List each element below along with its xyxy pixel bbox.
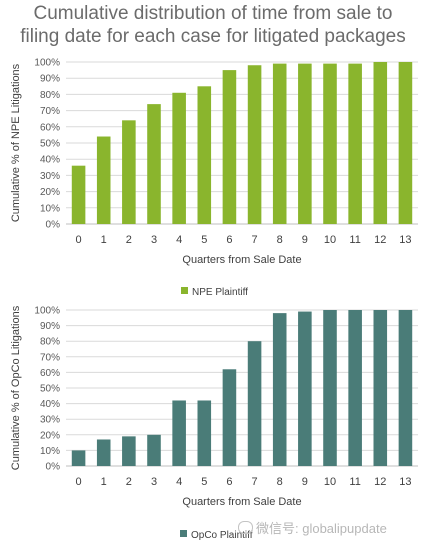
wechat-icon xyxy=(238,521,253,534)
opco-x-tick-label: 5 xyxy=(201,476,207,488)
npe-x-tick-label: 3 xyxy=(151,234,157,246)
opco-bar xyxy=(373,310,388,466)
opco-x-tick-label: 9 xyxy=(302,476,308,488)
npe-y-tick-label: 60% xyxy=(40,122,60,133)
npe-bar xyxy=(172,92,186,224)
npe-x-tick-label: 13 xyxy=(399,234,411,246)
npe-x-tick-label: 7 xyxy=(252,234,258,246)
npe-x-tick-label: 8 xyxy=(277,234,283,246)
opco-legend-swatch xyxy=(180,530,187,537)
opco-x-axis-title: Quarters from Sale Date xyxy=(182,496,301,508)
opco-y-tick-label: 50% xyxy=(40,384,60,395)
npe-bar xyxy=(147,104,161,224)
npe-y-tick-label: 30% xyxy=(40,171,60,182)
opco-y-tick-label: 90% xyxy=(40,321,60,332)
npe-x-tick-label: 5 xyxy=(201,234,207,246)
npe-y-axis-title: Cumulative % of NPE Litigations xyxy=(10,63,22,222)
opco-y-tick-label: 100% xyxy=(34,306,60,317)
watermark-text: 微信号: globalipupdate xyxy=(256,521,387,536)
chart-title-line-2: filing date for each case for litigated … xyxy=(20,26,406,47)
npe-bar xyxy=(197,86,212,224)
opco-y-tick-label: 10% xyxy=(40,446,60,457)
npe-bar xyxy=(348,63,362,225)
npe-bar xyxy=(298,63,312,225)
opco-x-tick-label: 11 xyxy=(349,476,360,488)
npe-y-tick-label: 50% xyxy=(40,139,60,150)
npe-x-axis-title: Quarters from Sale Date xyxy=(182,254,301,266)
npe-y-tick-label: 0% xyxy=(46,220,61,231)
opco-x-tick-label: 10 xyxy=(324,476,336,488)
opco-x-tick-label: 12 xyxy=(374,476,386,488)
opco-bar xyxy=(247,341,262,466)
npe-x-tick-label: 0 xyxy=(76,234,82,246)
npe-x-tick-label: 12 xyxy=(374,234,386,246)
npe-x-tick-label: 9 xyxy=(302,234,308,246)
npe-x-tick-label: 10 xyxy=(324,234,336,246)
npe-y-tick-label: 80% xyxy=(40,90,60,101)
npe-y-tick-label: 10% xyxy=(40,203,60,214)
npe-bar xyxy=(96,136,111,224)
npe-bar xyxy=(373,62,388,224)
opco-x-tick-label: 4 xyxy=(176,476,182,488)
npe-legend-label: NPE Plaintiff xyxy=(192,287,248,298)
opco-y-tick-label: 20% xyxy=(40,430,60,441)
opco-bar xyxy=(172,400,186,466)
opco-bar xyxy=(122,436,136,466)
opco-y-tick-label: 60% xyxy=(40,368,60,379)
npe-x-tick-label: 4 xyxy=(176,234,182,246)
chart-title-line-1: Cumulative distribution of time from sal… xyxy=(33,3,393,24)
opco-x-tick-label: 6 xyxy=(226,476,232,488)
opco-y-tick-label: 70% xyxy=(40,352,60,363)
opco-x-tick-label: 3 xyxy=(151,476,157,488)
npe-x-tick-label: 2 xyxy=(126,234,132,246)
opco-y-tick-label: 30% xyxy=(40,415,60,426)
opco-bar xyxy=(323,310,337,466)
opco-bar xyxy=(197,400,212,466)
chart-title: Cumulative distribution of time from sal… xyxy=(0,2,426,48)
opco-x-tick-label: 2 xyxy=(126,476,132,488)
npe-bar xyxy=(222,70,237,224)
npe-y-tick-label: 100% xyxy=(34,58,60,69)
opco-legend-label: OpCo Plaintiff xyxy=(191,530,253,541)
npe-bar xyxy=(272,63,287,225)
npe-bar xyxy=(247,65,262,225)
watermark: 微信号: globalipupdate xyxy=(238,518,387,537)
npe-y-tick-label: 90% xyxy=(40,74,60,85)
opco-y-tick-label: 0% xyxy=(46,462,61,473)
npe-bar xyxy=(71,165,86,224)
opco-x-tick-label: 8 xyxy=(277,476,283,488)
opco-bar xyxy=(272,313,287,466)
npe-bar xyxy=(323,63,337,225)
opco-bar xyxy=(222,369,237,466)
opco-bar xyxy=(398,310,413,466)
npe-bar xyxy=(122,120,136,224)
npe-y-tick-label: 20% xyxy=(40,187,60,198)
npe-legend-swatch xyxy=(181,287,188,294)
npe-bar xyxy=(398,62,413,224)
npe-x-tick-label: 1 xyxy=(101,234,107,246)
opco-bar xyxy=(298,311,312,466)
npe-y-tick-label: 70% xyxy=(40,106,60,117)
opco-bar xyxy=(348,310,362,466)
opco-bar xyxy=(147,434,161,466)
npe-y-tick-label: 40% xyxy=(40,155,60,166)
opco-x-tick-label: 1 xyxy=(101,476,107,488)
opco-x-tick-label: 7 xyxy=(252,476,258,488)
opco-bar xyxy=(71,450,86,466)
opco-x-tick-label: 0 xyxy=(76,476,82,488)
opco-y-axis-title: Cumulative % of OpCo Litigations xyxy=(10,305,22,470)
opco-x-tick-label: 13 xyxy=(399,476,411,488)
opco-y-tick-label: 40% xyxy=(40,399,60,410)
npe-x-tick-label: 11 xyxy=(349,234,360,246)
opco-y-tick-label: 80% xyxy=(40,337,60,348)
opco-bar xyxy=(96,439,111,466)
npe-x-tick-label: 6 xyxy=(226,234,232,246)
